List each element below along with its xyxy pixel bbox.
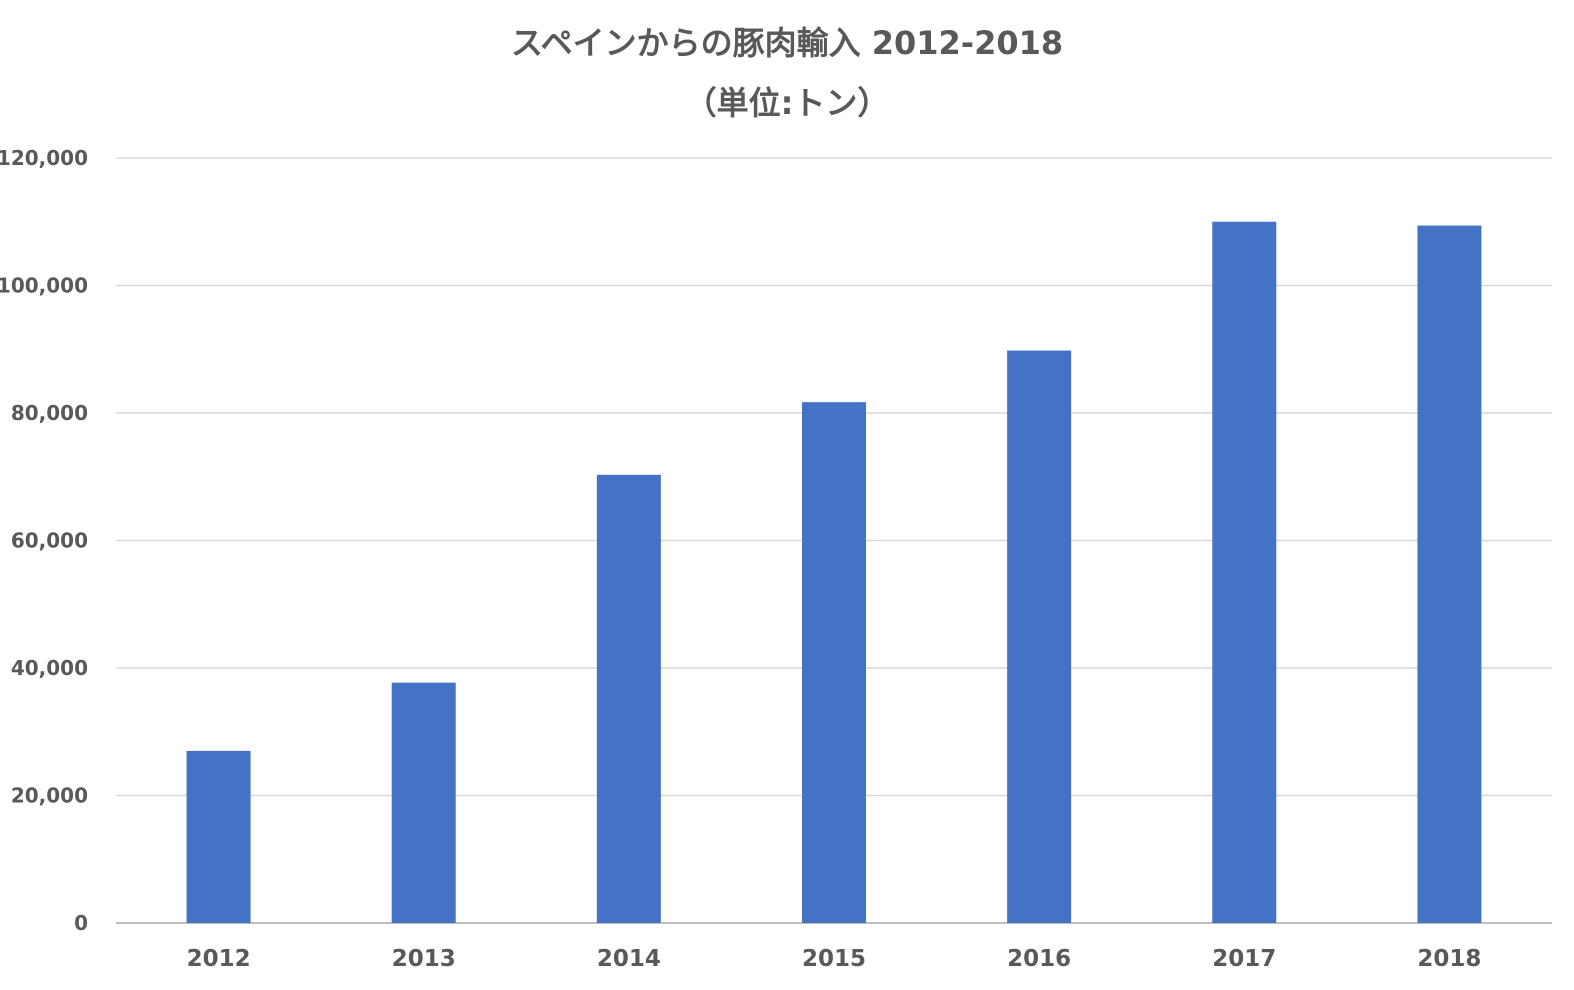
bar-2017 — [1212, 221, 1277, 923]
bar-2018 — [1417, 225, 1482, 923]
x-tick-label: 2018 — [1417, 946, 1481, 972]
bars — [186, 221, 1482, 924]
x-tick-label: 2013 — [392, 946, 456, 972]
y-tick-label: 40,000 — [11, 656, 88, 680]
y-tick-label: 100,000 — [0, 274, 88, 298]
chart-subtitle: （単位:トン） — [684, 84, 890, 122]
bar-2012 — [186, 750, 251, 923]
x-axis-ticks: 2012 2013 2014 2015 2016 2017 2018 — [187, 946, 1482, 972]
x-tick-label: 2017 — [1212, 946, 1276, 972]
y-axis-ticks: 0 20,000 40,000 60,000 80,000 100,000 120,000 — [0, 146, 88, 935]
y-tick-label: 20,000 — [11, 784, 88, 808]
y-tick-label: 60,000 — [11, 529, 88, 553]
y-tick-label: 0 — [74, 911, 88, 935]
bar-2016 — [1007, 350, 1072, 923]
bar-2015 — [802, 402, 866, 924]
y-tick-label: 80,000 — [11, 401, 88, 425]
x-tick-label: 2016 — [1007, 946, 1071, 972]
x-tick-label: 2015 — [802, 946, 866, 972]
x-tick-label: 2012 — [187, 946, 251, 972]
bar-2014 — [596, 474, 661, 923]
x-tick-label: 2014 — [597, 946, 661, 972]
chart-title: スペインからの豚肉輸入 2012-2018 — [510, 24, 1064, 62]
bar-2013 — [391, 682, 456, 923]
y-tick-label: 120,000 — [0, 146, 88, 170]
